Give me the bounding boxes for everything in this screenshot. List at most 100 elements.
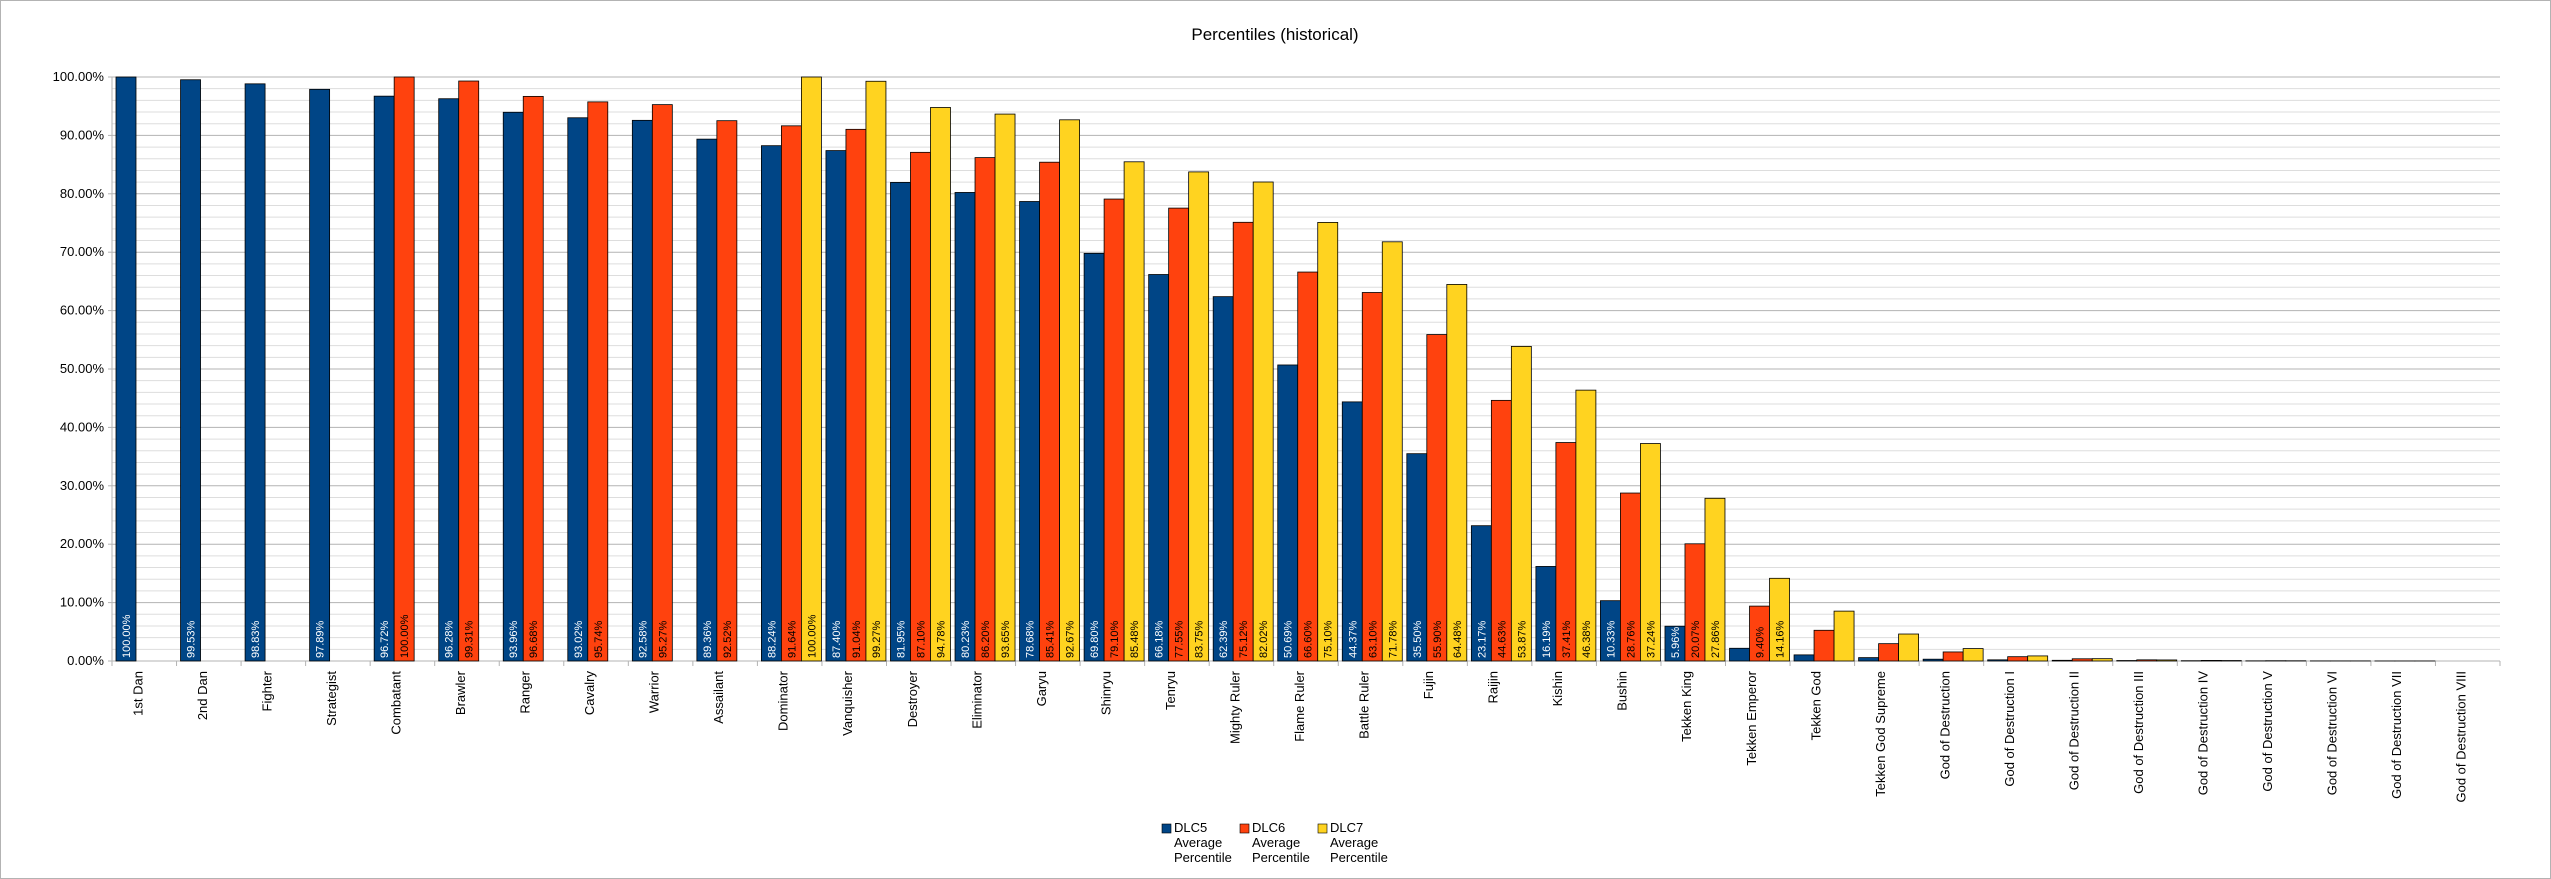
data-label: 87.40% bbox=[831, 620, 843, 658]
data-label: 46.38% bbox=[1581, 620, 1593, 658]
bar-dlc5 bbox=[761, 145, 782, 662]
data-label: 79.10% bbox=[1109, 620, 1121, 658]
bar-dlc6 bbox=[974, 157, 996, 662]
data-label: 92.67% bbox=[1065, 620, 1077, 658]
data-label: 77.55% bbox=[1174, 620, 1186, 658]
bar-dlc6 bbox=[1878, 643, 1899, 662]
data-label: 92.58% bbox=[637, 620, 649, 658]
bar-dlc5 bbox=[567, 117, 589, 662]
bar-dlc7 bbox=[1510, 345, 1532, 662]
data-label: 63.10% bbox=[1367, 620, 1379, 658]
bar-dlc5 bbox=[2051, 659, 2073, 662]
data-label: 100.00% bbox=[399, 614, 411, 658]
bar-dlc7 bbox=[1704, 497, 1726, 662]
bar-dlc5 bbox=[1212, 296, 1234, 662]
x-category-label: Tekken God bbox=[1808, 671, 1823, 740]
legend-swatch bbox=[1317, 823, 1328, 834]
bar-dlc7 bbox=[1381, 241, 1403, 662]
bar-dlc6 bbox=[522, 95, 544, 662]
data-label: 50.69% bbox=[1283, 620, 1295, 658]
x-category-label: Tekken King bbox=[1679, 671, 1694, 742]
legend-label: DLC6 bbox=[1252, 820, 1285, 835]
data-label: 35.50% bbox=[1412, 620, 1424, 658]
x-category-label: God of Destruction III bbox=[2131, 671, 2146, 794]
bar-dlc5 bbox=[502, 111, 524, 662]
x-category-label: Tenryu bbox=[1163, 671, 1178, 710]
legend-label: Percentile bbox=[1174, 850, 1232, 865]
bar-dlc7 bbox=[1252, 181, 1274, 662]
legend-label: Percentile bbox=[1252, 850, 1310, 865]
bar-dlc6 bbox=[1168, 207, 1190, 662]
x-category-label: Bushin bbox=[1615, 671, 1630, 711]
bar-dlc6 bbox=[2136, 659, 2158, 662]
x-category-label: 1st Dan bbox=[130, 671, 145, 716]
data-label: 44.37% bbox=[1347, 620, 1359, 658]
data-label: 75.10% bbox=[1323, 620, 1335, 658]
y-tick-label: 30.00% bbox=[60, 478, 105, 493]
y-tick-label: 80.00% bbox=[60, 186, 105, 201]
x-category-label: Garyu bbox=[1034, 671, 1049, 706]
bar-dlc7 bbox=[1317, 222, 1339, 662]
bar-dlc6 bbox=[1039, 161, 1060, 662]
data-label: 64.48% bbox=[1452, 620, 1464, 658]
y-tick-label: 40.00% bbox=[60, 419, 105, 434]
data-label: 93.96% bbox=[508, 620, 520, 658]
x-category-label: Combatant bbox=[388, 671, 403, 735]
x-category-label: Flame Ruler bbox=[1292, 670, 1307, 741]
data-label: 66.60% bbox=[1303, 620, 1315, 658]
bar-dlc5 bbox=[244, 83, 266, 662]
bar-dlc5 bbox=[825, 150, 847, 662]
x-category-label: Warrior bbox=[647, 670, 662, 713]
bar-dlc5 bbox=[1729, 647, 1750, 662]
x-category-label: God of Destruction VIII bbox=[2454, 671, 2469, 803]
data-label: 9.40% bbox=[1755, 627, 1767, 658]
bar-dlc5 bbox=[1019, 201, 1040, 662]
legend-swatch bbox=[1161, 823, 1172, 834]
data-label: 91.64% bbox=[786, 620, 798, 658]
legend-label: Average bbox=[1252, 835, 1300, 850]
bar-dlc5 bbox=[115, 76, 137, 662]
bar-dlc5 bbox=[954, 192, 976, 662]
data-label: 98.83% bbox=[250, 620, 262, 658]
bar-dlc5 bbox=[696, 138, 718, 662]
data-label: 81.95% bbox=[895, 620, 907, 658]
bar-dlc6 bbox=[2071, 658, 2093, 662]
bar-dlc7 bbox=[1123, 161, 1145, 662]
bar-dlc5 bbox=[1083, 252, 1105, 662]
x-category-label: Cavalry bbox=[582, 671, 597, 716]
x-category-label: Strategist bbox=[324, 671, 339, 726]
data-label: 93.65% bbox=[1000, 620, 1012, 658]
data-label: 27.86% bbox=[1710, 620, 1722, 658]
bar-dlc6 bbox=[651, 104, 673, 662]
bar-dlc5 bbox=[1922, 658, 1944, 662]
data-label: 99.31% bbox=[464, 620, 476, 658]
bar-dlc6 bbox=[458, 80, 480, 662]
bar-dlc6 bbox=[910, 151, 931, 662]
data-label: 97.89% bbox=[315, 620, 327, 658]
bar-dlc7 bbox=[1898, 633, 1919, 662]
bar-dlc6 bbox=[1426, 334, 1448, 662]
data-label: 100.00% bbox=[806, 614, 818, 658]
bar-dlc7 bbox=[1188, 171, 1210, 662]
data-label: 99.27% bbox=[871, 620, 883, 658]
x-category-label: God of Destruction VI bbox=[2325, 671, 2340, 795]
chart-title: Percentiles (historical) bbox=[1191, 25, 1358, 44]
bar-dlc7 bbox=[1059, 119, 1080, 662]
bar-dlc5 bbox=[1277, 364, 1299, 662]
x-category-label: Vanquisher bbox=[840, 670, 855, 735]
data-label: 92.52% bbox=[722, 620, 734, 658]
bar-dlc6 bbox=[587, 101, 609, 662]
bar-dlc5 bbox=[631, 119, 653, 662]
x-category-label: Fighter bbox=[259, 670, 274, 711]
bar-dlc6 bbox=[2007, 656, 2029, 662]
bar-dlc7 bbox=[2091, 658, 2113, 662]
bar-dlc6 bbox=[393, 76, 415, 662]
axes: 0.00% 10.00% 20.00% 30.00% 40.00% 50.00% 60.00… bbox=[53, 69, 2501, 803]
y-tick-label: 0.00% bbox=[67, 653, 104, 668]
bar-dlc7 bbox=[1833, 610, 1855, 662]
data-label: 69.80% bbox=[1089, 620, 1101, 658]
bar-dlc5 bbox=[438, 98, 460, 662]
x-category-label: Kishin bbox=[1550, 671, 1565, 706]
data-label: 85.48% bbox=[1129, 620, 1141, 658]
bar-dlc5 bbox=[180, 79, 201, 662]
